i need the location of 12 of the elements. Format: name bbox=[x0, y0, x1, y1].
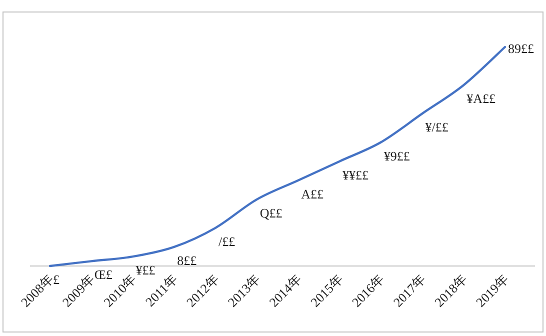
annotation: A££ bbox=[301, 186, 324, 202]
annotation: Œ£ bbox=[94, 267, 113, 282]
annotation: ¥/££ bbox=[425, 120, 449, 135]
annotation: Q££ bbox=[260, 205, 283, 220]
annotation: ¥9££ bbox=[384, 148, 410, 164]
annotation: ¥££ bbox=[136, 262, 156, 278]
annotation: ¥¥££ bbox=[342, 167, 370, 182]
annotation: 8££ bbox=[177, 252, 198, 268]
annotation: /££ bbox=[218, 234, 236, 249]
annotation: ¥A££ bbox=[466, 91, 496, 106]
annotation: 89££ bbox=[508, 41, 534, 56]
annotation: £ bbox=[53, 272, 60, 287]
